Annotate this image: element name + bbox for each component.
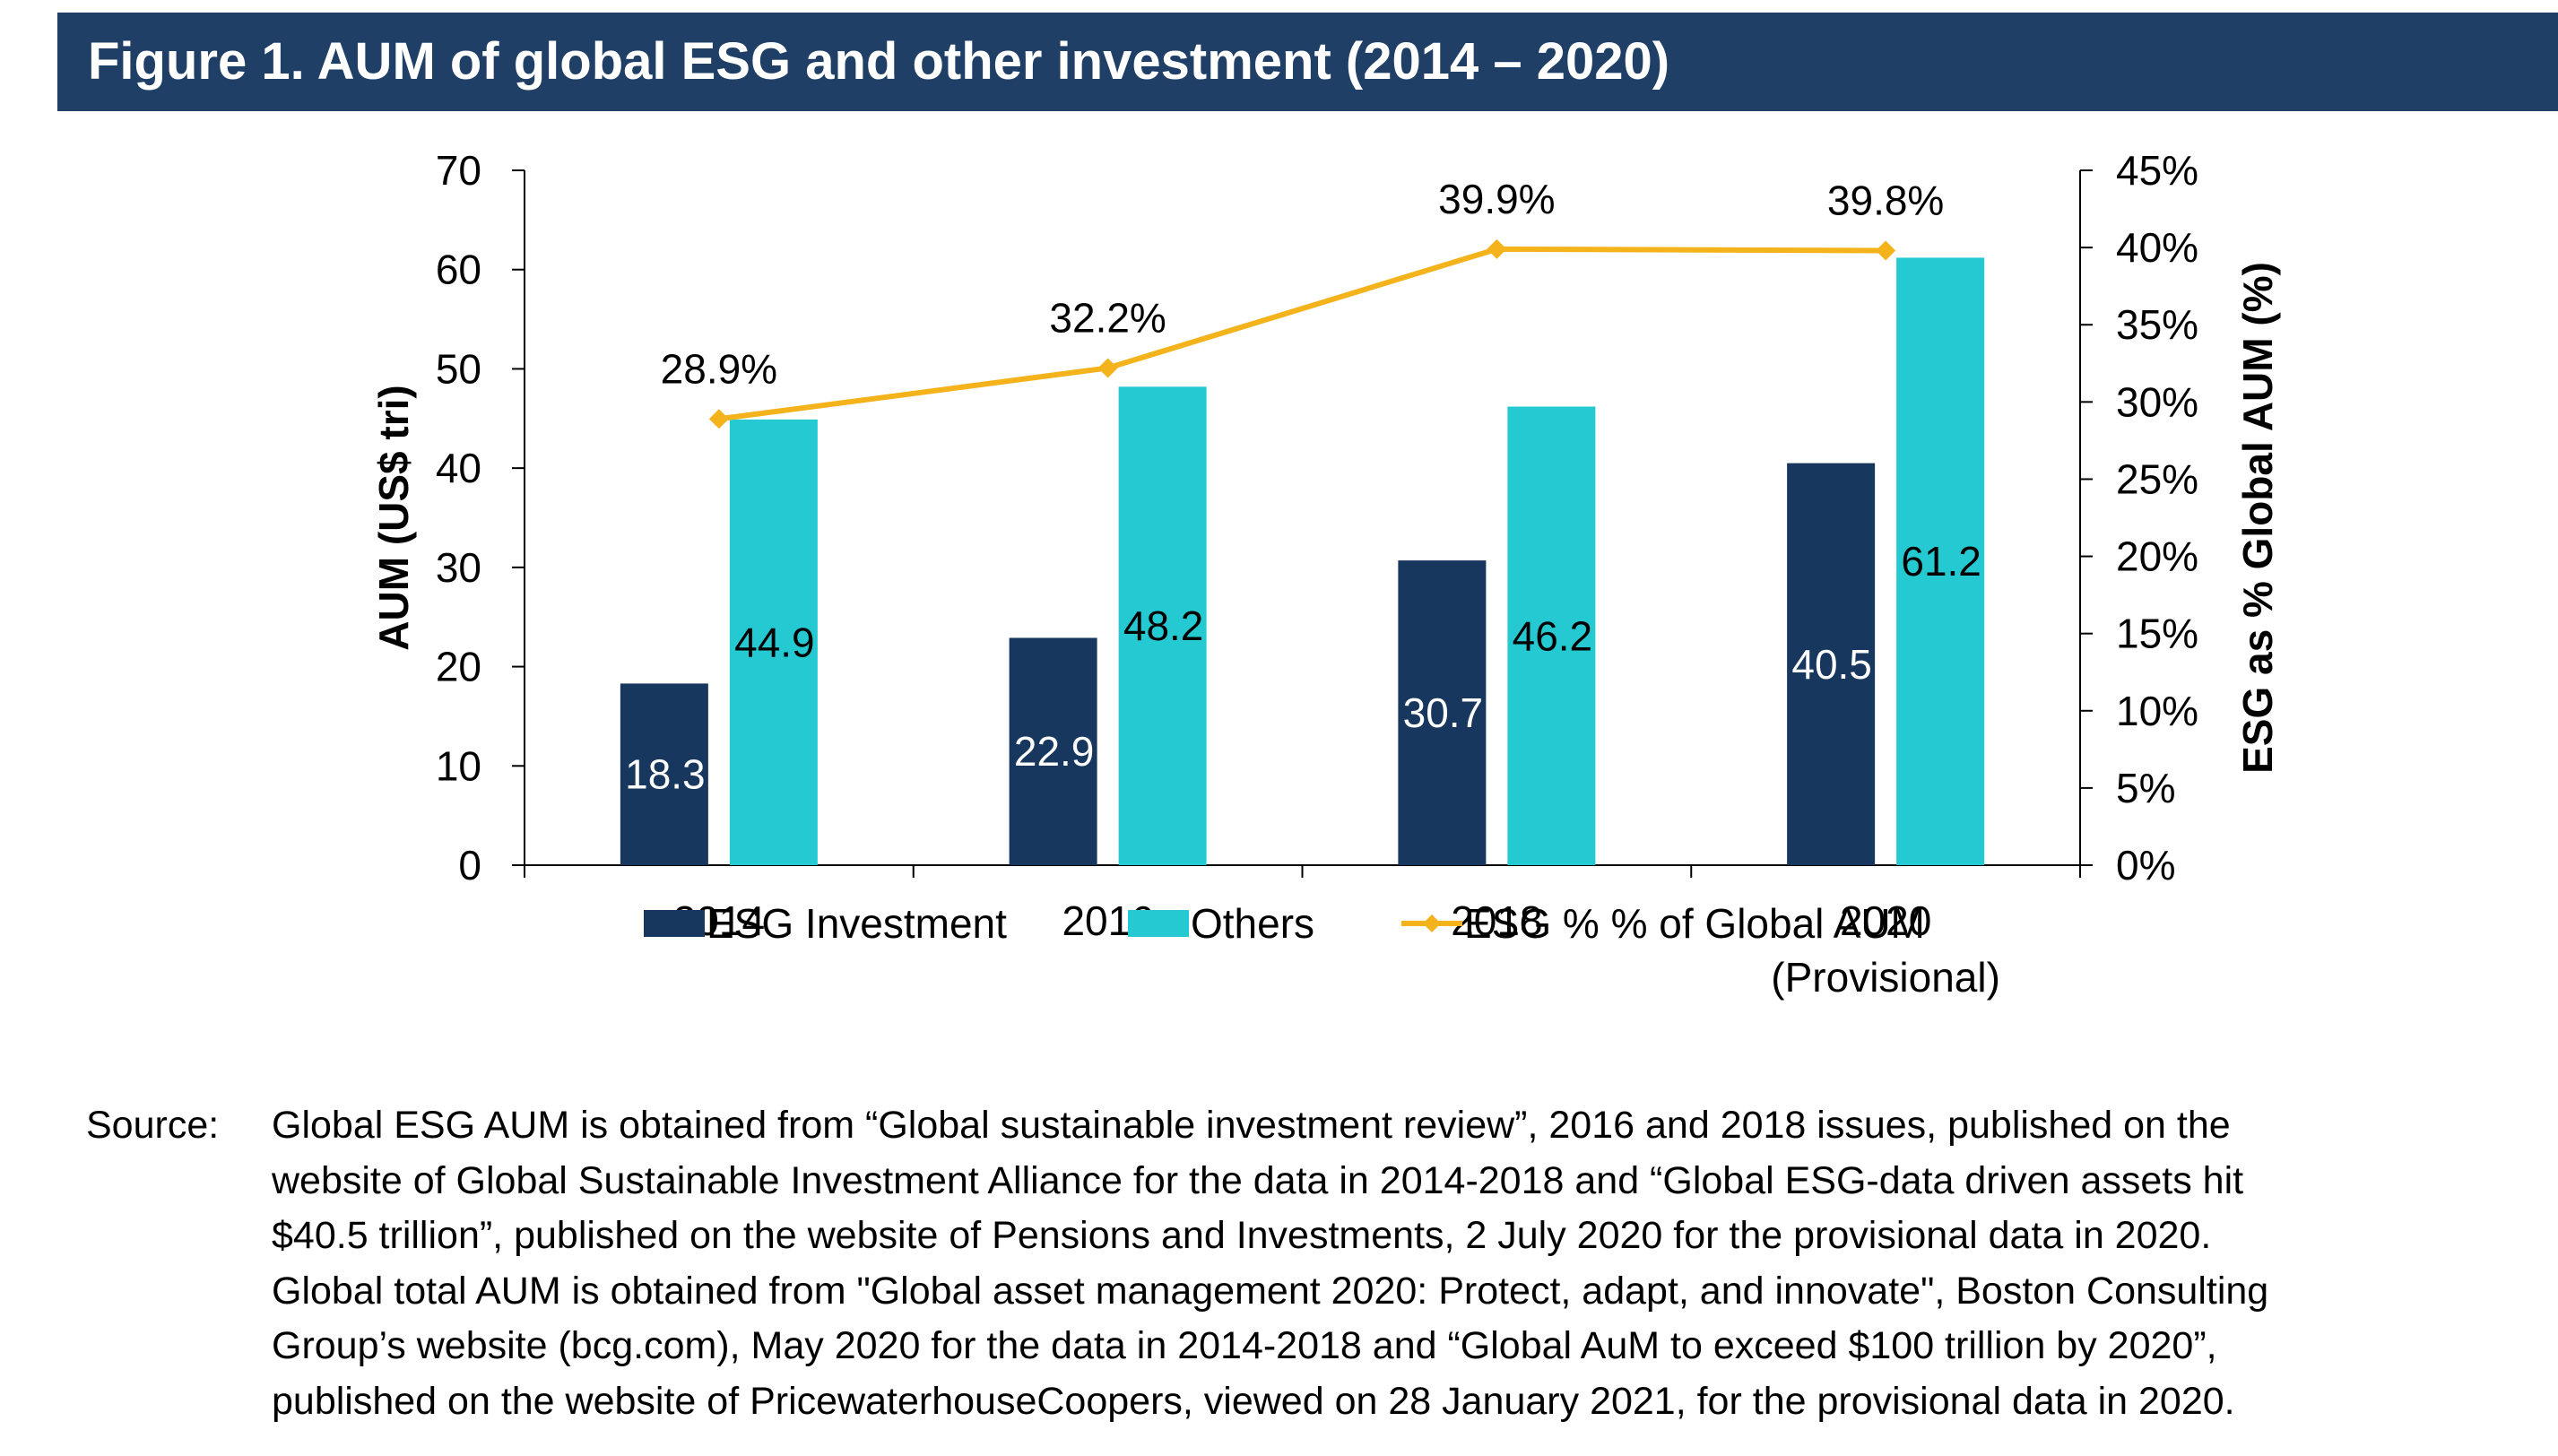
data-label: 18.3 [625, 751, 706, 798]
legend-swatch-esg-investment [644, 910, 705, 937]
x-tick-label: 2018 [1451, 897, 1542, 944]
data-label: 40.5 [1791, 641, 1872, 688]
chart-labels: 18.3 22.9 30.7 40.5 44.9 48.2 46.2 61.2 28.9% 32.… [625, 176, 1981, 798]
source-line: Global ESG AUM is obtained from “Global … [272, 1104, 2231, 1147]
bar-others [729, 419, 818, 865]
line-marker [1487, 238, 1507, 259]
figure-title: Figure 1. AUM of global ESG and other in… [88, 32, 1670, 91]
y-tick-label: 20 [436, 644, 481, 690]
chart-bars [620, 257, 1985, 865]
source-line: published on the website of Pricewaterho… [272, 1379, 2235, 1423]
x-tick-label-line: 2020 [1840, 897, 1931, 944]
y2-tick-label: 15% [2116, 611, 2198, 657]
bar-esg-investment [1009, 637, 1097, 865]
chart-axes: 0 10 20 30 40 50 60 70 0% 5% 10% 15% 20% 25% 30% 35% 40%… [370, 147, 2281, 1001]
data-label: 44.9 [734, 619, 815, 665]
chart-legend: ESG Investment Others ESG % % of Global AU… [644, 900, 1925, 947]
bar-esg-investment [620, 683, 708, 865]
x-tick-label-line: 2018 [1451, 897, 1542, 944]
bar-esg-investment [1787, 463, 1876, 865]
data-label: 30.7 [1403, 689, 1484, 736]
y-axis-title: AUM (US$ tri) [370, 385, 417, 650]
x-tick-label-line: (Provisional) [1771, 954, 2000, 1001]
bar-others [1118, 386, 1207, 865]
y-tick-label: 40 [436, 445, 481, 491]
y2-tick-label: 25% [2116, 455, 2198, 502]
bar-others [1507, 406, 1596, 865]
legend-label-esg-investment: ESG Investment [707, 900, 1007, 947]
source-label: Source: [86, 1104, 220, 1147]
line-marker [1097, 358, 1118, 378]
data-label: 22.9 [1014, 728, 1095, 775]
y2-tick-label: 35% [2116, 301, 2198, 348]
y-tick-label: 50 [436, 345, 481, 392]
source-line: Global total AUM is obtained from "Globa… [272, 1269, 2269, 1313]
y-tick-label: 60 [436, 247, 481, 293]
legend-swatch-others [1128, 910, 1189, 937]
line-data-label: 39.8% [1827, 178, 1944, 224]
y2-tick-label: 45% [2116, 147, 2198, 194]
bar-others [1896, 257, 1985, 865]
title-bar: Figure 1. AUM of global ESG and other in… [57, 13, 2558, 111]
legend-marker-esg-of-global-aum [1423, 914, 1441, 932]
y-tick-label: 70 [436, 147, 481, 194]
source-line: website of Global Sustainable Investment… [272, 1158, 2244, 1202]
y2-tick-label: 20% [2116, 533, 2198, 580]
source-text: Global ESG AUM is obtained from “Global … [272, 1098, 2268, 1429]
y2-axis-title: ESG as % Global AUM (%) [2234, 262, 2281, 774]
source-line: Group’s website (bcg.com), May 2020 for … [272, 1324, 2217, 1367]
legend-label-esg-of-global-aum: ESG % % of Global AUM [1464, 900, 1925, 947]
y-tick-label: 30 [436, 544, 481, 591]
y-tick-label: 0 [458, 842, 481, 888]
y2-tick-label: 0% [2116, 842, 2175, 888]
line-esg-percent [718, 246, 1886, 422]
data-label: 48.2 [1123, 602, 1204, 649]
source-line: $40.5 trillion”, published on the websit… [272, 1214, 2212, 1257]
data-label: 61.2 [1901, 538, 1981, 585]
chart-line [708, 238, 1896, 429]
y2-tick-label: 40% [2116, 224, 2198, 271]
legend-label-others: Others [1191, 900, 1314, 947]
y2-tick-label: 10% [2116, 688, 2198, 734]
line-data-label: 32.2% [1049, 294, 1166, 341]
line-marker [708, 409, 729, 429]
line-data-label: 39.9% [1438, 176, 1555, 222]
y2-tick-label: 5% [2116, 765, 2175, 811]
line-data-label: 28.9% [661, 345, 777, 392]
bar-esg-investment [1398, 560, 1487, 865]
y-tick-label: 10 [436, 742, 481, 789]
line-marker [1876, 240, 1896, 261]
data-label: 46.2 [1513, 612, 1593, 659]
chart: 0 10 20 30 40 50 60 70 0% 5% 10% 15% 20% 25% 30% 35% 40%… [370, 147, 2281, 1001]
y2-tick-label: 30% [2116, 378, 2198, 425]
x-tick-label: 2020 (Provisional) [1771, 897, 2000, 1001]
